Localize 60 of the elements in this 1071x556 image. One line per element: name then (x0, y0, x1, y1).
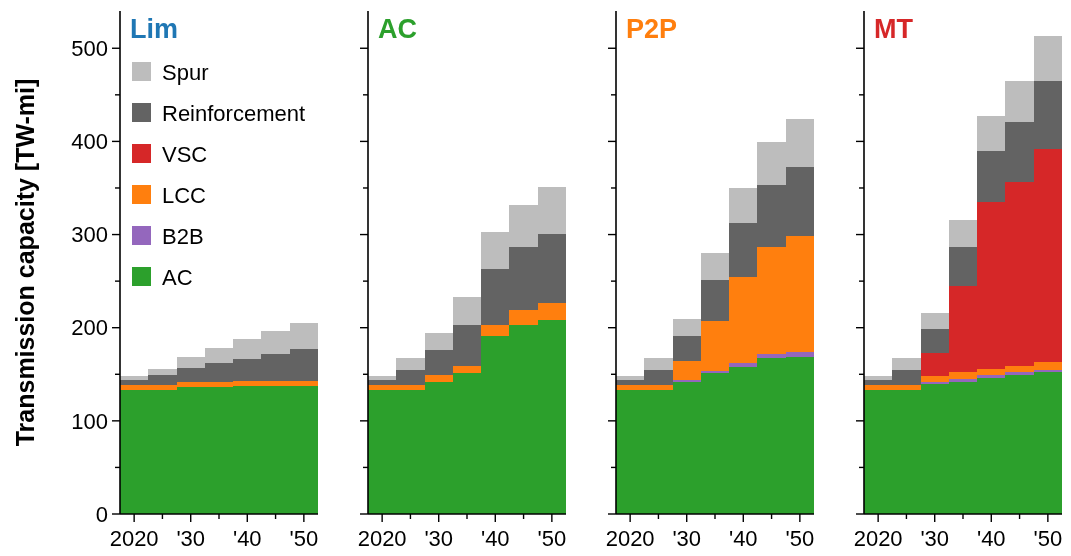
bar (948, 219, 978, 247)
y-tick-label: 200 (71, 315, 108, 341)
x-tick-label: 2020 (357, 526, 407, 551)
chart-title: Lim (130, 14, 179, 44)
bar (148, 368, 177, 376)
legend-label: Reinforcement (162, 100, 306, 126)
x-tick-label: '40 (232, 526, 262, 551)
bar (920, 328, 949, 353)
bar (729, 363, 758, 367)
y-tick-label: 0 (95, 501, 108, 527)
bar (948, 246, 978, 286)
bar (729, 187, 758, 224)
bar (672, 319, 701, 337)
x-tick-label: '50 (785, 526, 815, 551)
bar (700, 253, 730, 281)
bar (672, 336, 701, 362)
x-tick-label: 2020 (109, 526, 159, 551)
x-tick-label: '30 (672, 526, 702, 551)
bar (1005, 372, 1034, 376)
bar (424, 333, 453, 351)
bar (424, 375, 453, 382)
bar (892, 358, 921, 370)
chart-title: P2P (626, 14, 678, 44)
bar (616, 376, 645, 380)
bar (644, 358, 673, 370)
x-tick-label: '40 (976, 526, 1006, 551)
y-tick-label: 500 (71, 35, 108, 61)
legend-label: AC (162, 264, 193, 290)
bar (920, 312, 949, 329)
legend-label: B2B (162, 223, 204, 249)
x-tick-label: '50 (289, 526, 319, 551)
x-tick-label: '50 (1033, 526, 1063, 551)
bar (368, 376, 397, 380)
chart-title: MT (874, 14, 914, 44)
bar (452, 296, 482, 325)
x-tick-label: '40 (728, 526, 758, 551)
bar (700, 280, 730, 322)
bar (977, 375, 1006, 378)
legend-label: LCC (162, 182, 207, 208)
x-tick-label: '30 (920, 526, 950, 551)
bar (396, 358, 425, 370)
y-tick-label: 300 (71, 222, 108, 248)
x-tick-label: 2020 (605, 526, 655, 551)
x-tick-label: '30 (424, 526, 454, 551)
y-tick-label: 100 (71, 408, 108, 434)
bar (864, 376, 893, 380)
chart-title: AC (378, 14, 417, 44)
bar (120, 376, 149, 380)
bar (481, 324, 510, 337)
legend-label: VSC (162, 141, 208, 167)
x-tick-label: 2020 (853, 526, 903, 551)
x-tick-label: '50 (537, 526, 567, 551)
bar (1033, 36, 1062, 81)
x-tick-label: '30 (176, 526, 206, 551)
y-tick-label: 400 (71, 129, 108, 155)
bar (452, 365, 482, 374)
legend-label: Spur (162, 59, 209, 85)
x-tick-label: '40 (480, 526, 510, 551)
y-axis-title: Transmission capacity [TW-mi] (11, 78, 39, 447)
bar (948, 378, 978, 382)
